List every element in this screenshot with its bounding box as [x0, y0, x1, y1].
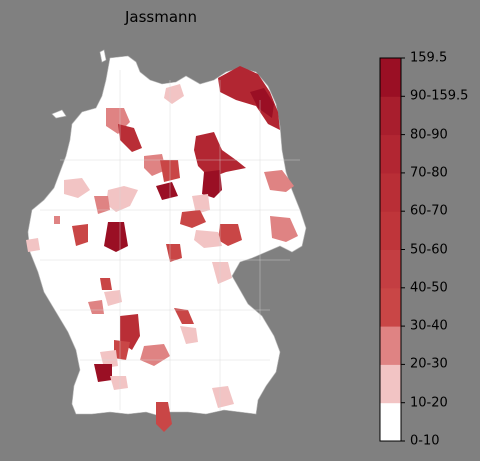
district-region	[26, 238, 40, 252]
district-region	[100, 278, 112, 290]
island-north	[99, 49, 107, 63]
colorbar-tick-label: 40-50	[410, 280, 448, 296]
district-region	[94, 196, 110, 214]
colorbar-tick-label: 60-70	[410, 203, 448, 219]
colorbar-tick-label: 0-10	[410, 433, 440, 449]
district-region	[180, 210, 206, 228]
colorbar-bin	[380, 326, 401, 365]
island-small	[51, 109, 67, 119]
colorbar-tick-label: 10-20	[410, 395, 448, 411]
district-region	[264, 170, 294, 192]
district-region	[156, 402, 172, 432]
district-region	[180, 326, 198, 344]
district-region	[64, 178, 90, 198]
district-regions	[26, 66, 298, 432]
colorbar-bin	[380, 96, 401, 136]
colorbar-bin	[380, 58, 401, 97]
district-region	[104, 222, 128, 252]
colorbar-tick-label: 80-90	[410, 127, 448, 143]
colorbar-tick-label: 159.5	[410, 50, 448, 66]
colorbar-tick-label: 50-60	[410, 242, 448, 257]
district-region	[194, 230, 222, 248]
district-region	[202, 170, 222, 198]
district-region	[118, 124, 142, 152]
district-region	[140, 344, 170, 366]
district-region	[54, 216, 60, 224]
district-region	[156, 182, 178, 200]
district-region	[94, 364, 112, 382]
district-region	[212, 262, 232, 284]
district-region	[218, 224, 242, 246]
district-region	[174, 308, 194, 324]
colorbar-tick-label: 20-30	[410, 356, 448, 372]
district-region	[88, 300, 104, 314]
district-region	[250, 88, 274, 118]
colorbar-bin	[380, 402, 401, 442]
map-title: Jassmann	[125, 8, 198, 26]
district-region	[114, 340, 130, 360]
district-region	[192, 194, 210, 214]
district-region	[218, 66, 280, 130]
district-region	[104, 290, 122, 306]
colorbar-bin	[380, 172, 401, 212]
colorbar-tick-label: 30-40	[410, 318, 448, 334]
colorbar-bin	[380, 249, 401, 289]
district-region	[144, 154, 166, 176]
colorbar-tick-label: 70-80	[410, 165, 448, 181]
colorbar-tick-label: 90-159.5	[410, 88, 469, 104]
colorbar-bin	[380, 364, 401, 404]
district-region	[110, 376, 128, 390]
district-region	[72, 224, 88, 246]
colorbar-bin	[380, 134, 401, 174]
colorbar-bin	[380, 287, 401, 327]
district-region	[100, 350, 118, 368]
district-region	[270, 216, 298, 242]
district-borders	[40, 70, 300, 410]
district-region	[212, 386, 234, 408]
district-region	[120, 314, 140, 350]
district-region	[106, 186, 138, 212]
district-region	[164, 84, 184, 104]
colorbar-bin	[380, 211, 401, 250]
